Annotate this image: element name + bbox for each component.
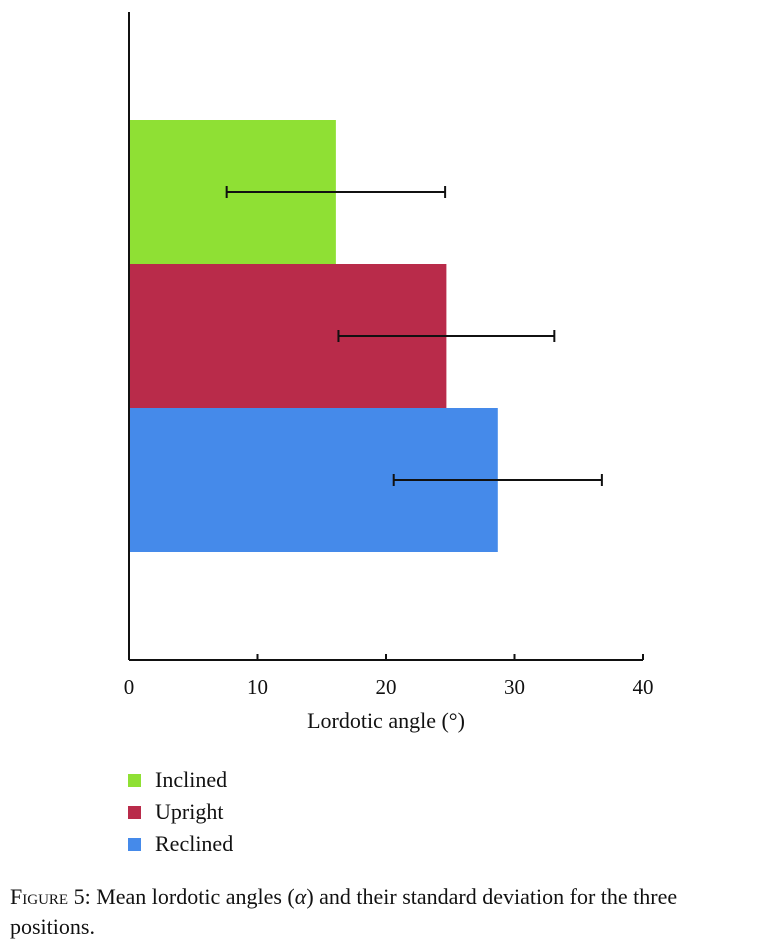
legend: Inclined Upright Reclined — [128, 764, 528, 860]
x-tick-label-30: 30 — [504, 675, 525, 699]
legend-swatch-inclined — [128, 773, 141, 787]
legend-item-inclined: Inclined — [128, 764, 528, 796]
error-bars — [225, 186, 603, 486]
caption-text-after: ) and their standard deviation for the t… — [10, 884, 678, 939]
x-ticks: 0 10 20 30 40 — [124, 654, 654, 699]
legend-item-upright: Upright — [128, 796, 528, 828]
x-tick-label-0: 0 — [124, 675, 135, 699]
legend-item-reclined: Reclined — [128, 828, 528, 860]
legend-label-inclined: Inclined — [155, 767, 228, 792]
caption-symbol: α — [294, 884, 307, 909]
x-tick-label-20: 20 — [376, 675, 397, 699]
legend-label-reclined: Reclined — [155, 831, 234, 856]
legend-swatch-upright — [128, 805, 141, 819]
legend-swatch-reclined — [128, 837, 141, 851]
bar-chart: 0 10 20 30 40 Lordotic angle (°) — [124, 12, 654, 733]
x-axis-title: Lordotic angle (°) — [307, 708, 465, 733]
legend-label-upright: Upright — [155, 799, 224, 824]
caption-text-before: Mean lordotic angles ( — [90, 884, 295, 909]
caption-label: Figure 5: — [10, 884, 91, 909]
x-tick-label-10: 10 — [247, 675, 268, 699]
figure-caption: Figure 5: Mean lordotic angles (α) and t… — [10, 882, 758, 942]
x-tick-label-40: 40 — [633, 675, 654, 699]
